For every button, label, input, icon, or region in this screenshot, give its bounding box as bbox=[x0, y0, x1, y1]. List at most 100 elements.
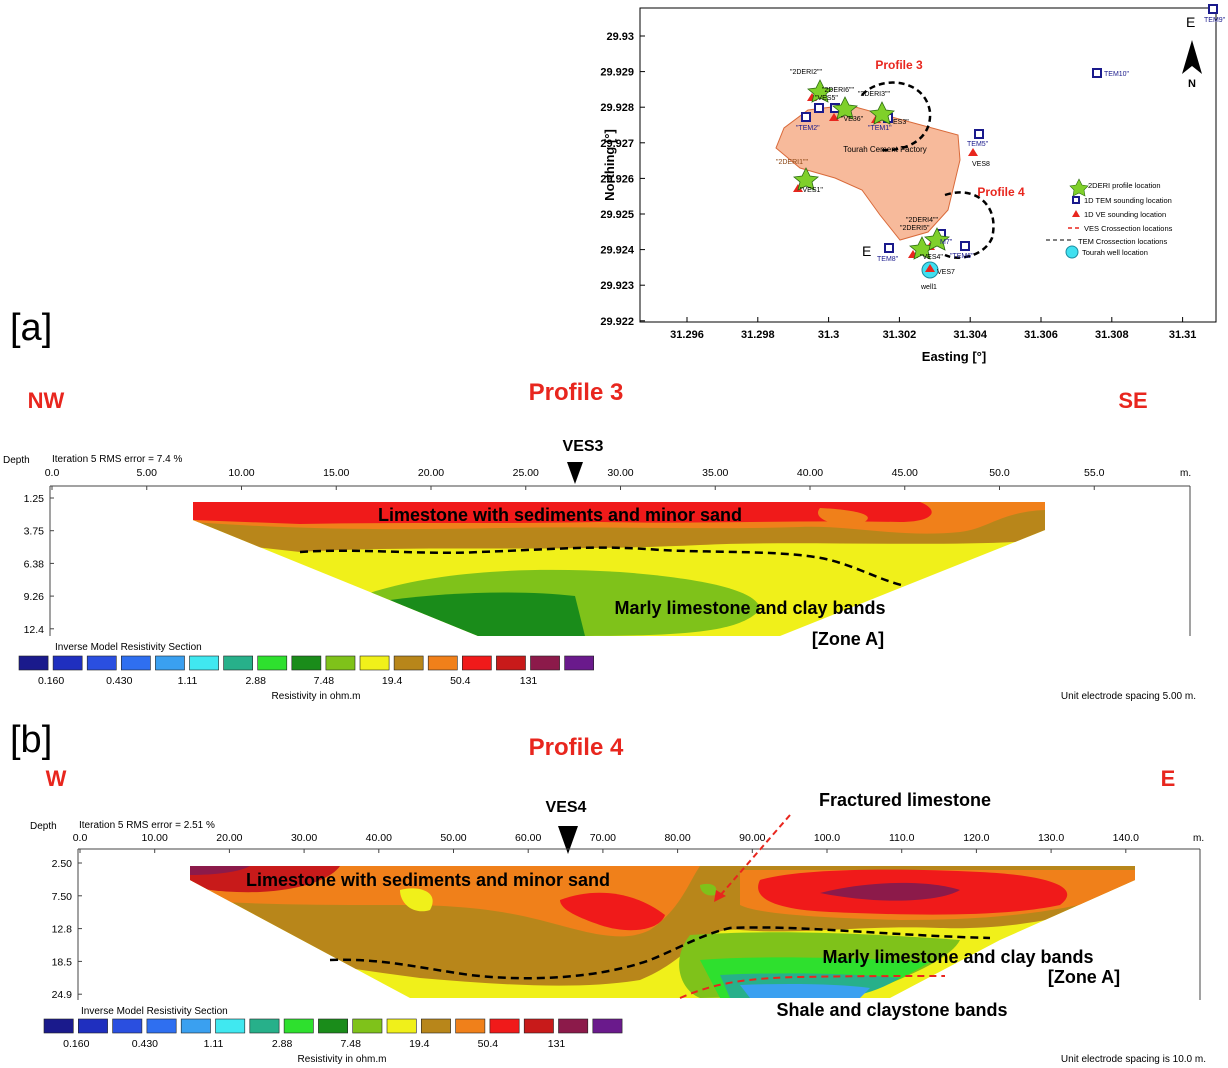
x-tick-label: 15.00 bbox=[323, 467, 349, 479]
scale-swatch bbox=[189, 655, 219, 671]
x-tick-label: 60.00 bbox=[515, 832, 541, 844]
map-y-ticks: 29.93 29.929 29.928 29.927 29.926 29.925 29.92… bbox=[600, 31, 645, 328]
profile4-marker-icon bbox=[558, 826, 578, 854]
scale-swatch bbox=[530, 655, 560, 671]
profile3-annotation-marly: Marly limestone and clay bands bbox=[614, 598, 885, 618]
profile3-x-ticks: 0.0 5.00 10.00 15.00 20.00 25.00 30.00 35.00 40.… bbox=[45, 467, 1105, 490]
map-x-tick-label: 31.3 bbox=[818, 329, 839, 341]
map-y-tick-label: 29.926 bbox=[600, 173, 634, 185]
profile3-scale-labels: 0.160 0.430 1.11 2.88 7.48 19.4 50.4 131 bbox=[38, 675, 537, 687]
x-tick-label: 0.0 bbox=[73, 832, 88, 844]
x-tick-label: 50.0 bbox=[989, 467, 1010, 479]
scale-swatch bbox=[146, 1018, 177, 1034]
y-tick-label: 9.26 bbox=[24, 591, 45, 603]
profile3-annotation-zone: [Zone A] bbox=[812, 629, 884, 649]
deri-markers bbox=[793, 79, 950, 260]
y-tick-label: 12.4 bbox=[24, 624, 45, 636]
deri2-label: "2DERI2"" bbox=[790, 69, 822, 76]
legend-well-icon bbox=[1065, 245, 1079, 259]
profile4-color-scale bbox=[43, 1018, 623, 1034]
scale-label: 19.4 bbox=[382, 675, 403, 687]
profile3-iteration: Iteration 5 RMS error = 7.4 % bbox=[52, 454, 182, 465]
profile4-outline bbox=[944, 191, 995, 259]
map-y-tick-label: 29.924 bbox=[600, 245, 635, 257]
profile3-left-label: NW bbox=[28, 388, 65, 413]
profile4-orange-band-left bbox=[190, 866, 700, 937]
profile3-axes bbox=[49, 485, 1191, 636]
panel-label-b: [b] bbox=[10, 719, 52, 761]
profile4-left-label: W bbox=[46, 766, 67, 791]
tem2-marker bbox=[801, 112, 811, 122]
map-x-tick-label: 31.308 bbox=[1095, 329, 1129, 341]
y-tick-label: 18.5 bbox=[52, 956, 73, 968]
profile4-spacing-note: Unit electrode spacing is 10.0 m. bbox=[1061, 1054, 1206, 1065]
profile4-marker-label: VES4 bbox=[546, 799, 587, 816]
x-tick-label: 110.0 bbox=[889, 832, 915, 844]
x-tick-label: 5.00 bbox=[137, 467, 158, 479]
profile4-resistivity-plot bbox=[190, 814, 1135, 999]
map-profile4-label: Profile 4 bbox=[977, 185, 1025, 199]
location-map: 29.93 29.929 29.928 29.927 29.926 29.925 29.92… bbox=[600, 4, 1226, 364]
x-tick-label: 40.00 bbox=[366, 832, 392, 844]
profile4-fracture-pointer bbox=[717, 814, 791, 899]
scale-swatch bbox=[180, 1018, 211, 1034]
legend-tem-cross: TEM Crossection locations bbox=[1078, 237, 1167, 246]
y-tick-label: 2.50 bbox=[52, 858, 73, 870]
tem10-label: TEM10" bbox=[1104, 71, 1130, 78]
scale-swatch bbox=[215, 1018, 246, 1034]
well-label: well1 bbox=[920, 284, 937, 291]
x-tick-label: 50.00 bbox=[440, 832, 466, 844]
profile3-green-band bbox=[390, 592, 585, 636]
scale-swatch bbox=[427, 655, 458, 671]
tem10-marker bbox=[1092, 68, 1102, 78]
legend-deri: 2DERI profile location bbox=[1088, 181, 1161, 190]
profile4-annotation-zone: [Zone A] bbox=[1048, 967, 1120, 987]
x-tick-label: 100.0 bbox=[814, 832, 840, 844]
profile4-red-patch bbox=[560, 892, 665, 931]
scale-swatch bbox=[386, 1018, 417, 1034]
scale-swatch bbox=[455, 1018, 486, 1034]
tem5-label: TEM5" bbox=[967, 141, 989, 148]
scale-swatch bbox=[420, 1018, 451, 1034]
scale-label: 0.160 bbox=[63, 1038, 89, 1050]
deri4-marker bbox=[924, 227, 950, 251]
profile3-boundary-line bbox=[299, 546, 906, 588]
tem9-marker bbox=[1208, 4, 1218, 14]
scale-label: 1.11 bbox=[204, 1038, 224, 1050]
legend-ves-cross: VES Crossection locations bbox=[1084, 224, 1173, 233]
map-x-tick-label: 31.306 bbox=[1024, 329, 1058, 341]
profile4-annotation-fractured: Fractured limestone bbox=[819, 790, 991, 810]
tem5-marker bbox=[974, 129, 984, 139]
legend-triangle-icon bbox=[1072, 210, 1080, 217]
scale-label: 7.48 bbox=[340, 1038, 361, 1050]
profile4-x-ticks: 0.0 10.00 20.00 30.00 40.00 50.00 60.00 70.00 80… bbox=[73, 832, 1139, 853]
profile4-iteration: Iteration 5 RMS error = 2.51 % bbox=[79, 820, 215, 831]
ves6-marker bbox=[829, 113, 839, 121]
map-x-tick-label: 31.31 bbox=[1169, 329, 1197, 341]
ves5-label: "VES5" bbox=[815, 95, 838, 102]
scale-label: 50.4 bbox=[478, 1038, 499, 1050]
deri5-label: "2DERI5" bbox=[900, 225, 930, 232]
profile4-boundary-line-upper bbox=[329, 926, 991, 980]
profile3-marker-icon bbox=[567, 462, 583, 484]
x-tick-label: 80.00 bbox=[664, 832, 690, 844]
x-tick-label: 0.0 bbox=[45, 467, 60, 479]
profile3-scale-unit: Resistivity in ohm.m bbox=[272, 691, 361, 702]
scale-swatch bbox=[121, 655, 151, 671]
ves8-marker bbox=[968, 148, 978, 156]
map-y-axis-label: Northing [°] bbox=[602, 129, 617, 201]
scale-swatch bbox=[523, 1018, 554, 1034]
tem8-label: TEM8" bbox=[877, 256, 899, 263]
tem6-label: "TEM6" bbox=[950, 253, 974, 260]
scale-swatch bbox=[249, 1018, 280, 1034]
scale-label: 131 bbox=[520, 675, 538, 687]
legend-well: Tourah well location bbox=[1082, 248, 1148, 257]
scale-swatch bbox=[223, 655, 254, 671]
profile4-scale-labels: 0.160 0.430 1.11 2.88 7.48 19.4 50.4 131 bbox=[63, 1038, 565, 1050]
profile3-x-unit: m. bbox=[1180, 468, 1191, 479]
map-x-tick-label: 31.302 bbox=[883, 329, 917, 341]
map-x-axis-label: Easting [°] bbox=[922, 349, 986, 364]
scale-swatch bbox=[18, 655, 49, 671]
map-y-tick-label: 29.922 bbox=[600, 316, 634, 328]
